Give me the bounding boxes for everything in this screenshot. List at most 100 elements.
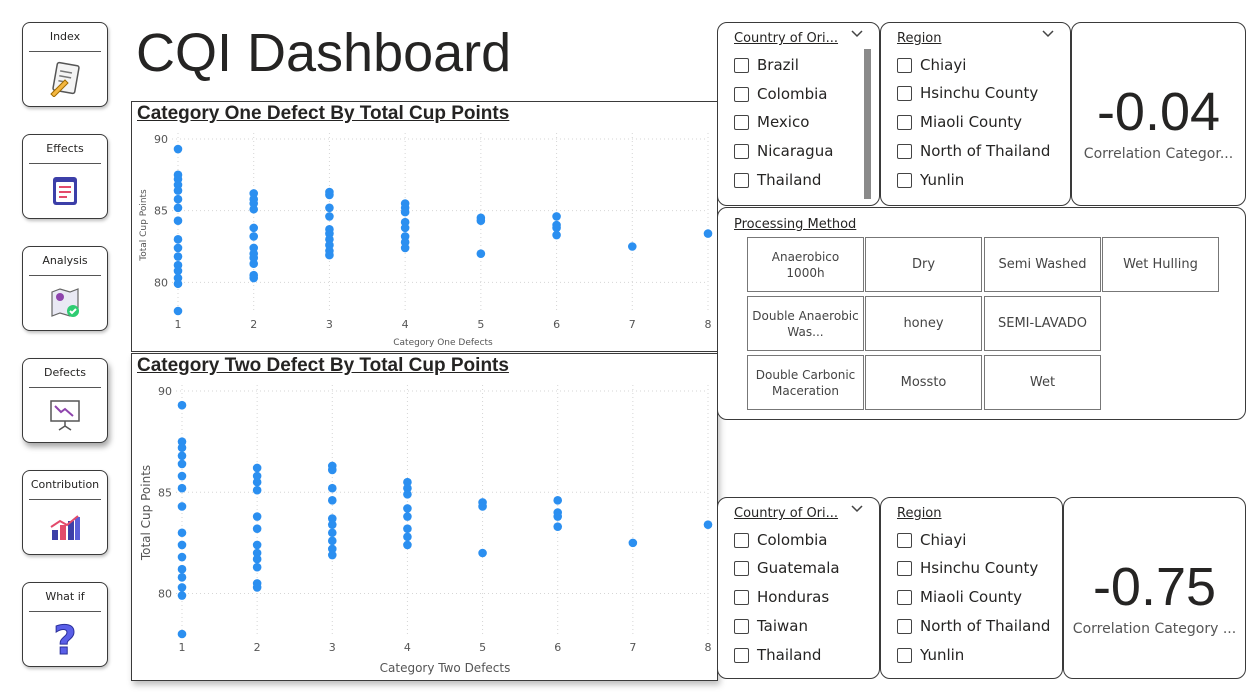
slicer-option[interactable]: Honduras: [734, 587, 829, 607]
option-label: North of Thailand: [920, 617, 1051, 635]
checkbox[interactable]: [897, 143, 912, 159]
scatter-point: [252, 485, 262, 495]
slicer-option[interactable]: Hsinchu County: [897, 558, 1038, 578]
card-value: -0.04: [1096, 82, 1221, 142]
checkbox[interactable]: [734, 647, 749, 663]
country-slicer-bottom[interactable]: Country of Ori... Colombia Guatemala Hon…: [717, 497, 880, 679]
option-label: Brazil: [757, 56, 799, 74]
scatter-point: [177, 573, 187, 582]
slicer-option[interactable]: Yunlin: [897, 645, 964, 665]
checkbox[interactable]: [734, 560, 749, 576]
scatter-point: [177, 400, 187, 410]
slicer-option[interactable]: Mexico: [734, 112, 809, 132]
checkbox[interactable]: [897, 560, 912, 576]
slicer-option[interactable]: Chiayi: [897, 530, 966, 550]
checkbox[interactable]: [734, 86, 749, 102]
nav-label: Defects: [29, 359, 101, 388]
chart-plot: 1 2 3 4 5 6 7 8 80 85 90 Category One Defects Total …: [139, 133, 713, 348]
checkbox[interactable]: [734, 532, 749, 548]
nav-button-defects[interactable]: Defects: [22, 358, 108, 443]
slicer-header: Processing Method: [734, 217, 857, 232]
y-tick-label: 85: [158, 486, 172, 499]
slicer-option[interactable]: North of Thailand: [897, 616, 1050, 636]
country-slicer-top[interactable]: Country of Ori... Brazil Colombia Mexico…: [717, 22, 880, 206]
processing-tile[interactable]: Double Carbonic Maceration: [747, 355, 864, 410]
slicer-option[interactable]: Nicaragua: [734, 141, 833, 161]
scatter-point: [325, 190, 334, 200]
checkbox[interactable]: [734, 143, 749, 159]
x-tick-label: 3: [326, 318, 333, 331]
slicer-option[interactable]: Colombia: [734, 84, 828, 104]
processing-tile[interactable]: Double Anaerobic Was...: [747, 296, 864, 351]
region-slicer-bottom[interactable]: Region Chiayi Hsinchu County Miaoli Coun…: [880, 497, 1063, 679]
x-tick-label: 1: [179, 641, 186, 654]
x-tick-label: 6: [553, 318, 560, 331]
chevron-down-icon[interactable]: [850, 27, 864, 43]
slicer-option[interactable]: Thailand: [734, 645, 821, 665]
processing-tile[interactable]: Dry: [865, 237, 982, 292]
nav-button-index[interactable]: Index: [22, 22, 108, 107]
slicer-option[interactable]: Hsinchu County: [897, 83, 1038, 103]
slicer-option[interactable]: Colombia: [734, 530, 828, 550]
slicer-option[interactable]: Thailand: [734, 170, 821, 190]
checkbox[interactable]: [734, 172, 749, 188]
checkbox[interactable]: [897, 589, 912, 605]
checkbox[interactable]: [897, 172, 912, 188]
nav-button-analysis[interactable]: Analysis: [22, 246, 108, 331]
processing-tile[interactable]: Wet: [984, 355, 1101, 410]
scatter-point: [177, 564, 187, 574]
y-axis-title: Total Cup Points: [139, 465, 153, 561]
nav-button-contribution[interactable]: Contribution: [22, 470, 108, 555]
processing-method-slicer[interactable]: Processing Method Anaerobico 1000h Dry S…: [717, 207, 1246, 420]
checkbox[interactable]: [897, 114, 912, 130]
chart-category-one[interactable]: Category One Defect By Total Cup Points …: [131, 101, 718, 352]
scatter-point: [327, 465, 337, 475]
slicer-option[interactable]: Yunlin: [897, 170, 964, 190]
slicer-option[interactable]: Brazil: [734, 55, 799, 75]
chevron-down-icon[interactable]: [850, 502, 864, 518]
slicer-option[interactable]: Miaoli County: [897, 587, 1022, 607]
x-tick-label: 4: [404, 641, 411, 654]
processing-tile[interactable]: Wet Hulling: [1102, 237, 1219, 292]
processing-tile[interactable]: SEMI-LAVADO: [984, 296, 1101, 351]
option-label: Honduras: [757, 588, 830, 606]
checkbox[interactable]: [897, 85, 912, 101]
slicer-option[interactable]: Taiwan: [734, 616, 808, 636]
region-slicer-top[interactable]: Region Chiayi Hsinchu County Miaoli Coun…: [880, 22, 1071, 206]
scatter-point: [327, 520, 337, 529]
checkbox[interactable]: [734, 618, 749, 634]
checkbox[interactable]: [734, 57, 749, 73]
processing-tile[interactable]: Semi Washed: [984, 237, 1101, 292]
y-tick-label: 85: [154, 205, 168, 218]
scatter-point: [553, 522, 563, 531]
checkbox[interactable]: [897, 647, 912, 663]
chevron-down-icon[interactable]: [1041, 27, 1055, 43]
chart-category-two[interactable]: Category Two Defect By Total Cup Points …: [131, 353, 718, 681]
scatter-point: [249, 273, 259, 283]
slicer-option[interactable]: Miaoli County: [897, 112, 1022, 132]
slicer-option[interactable]: Guatemala: [734, 558, 840, 578]
scatter-point: [553, 496, 563, 505]
scatter-point: [628, 538, 638, 548]
processing-tile[interactable]: Anaerobico 1000h: [747, 237, 864, 292]
processing-tile[interactable]: honey: [865, 296, 982, 351]
chart-plot: 1 2 3 4 5 6 7 8 80 85 90 Category Two Defects Total …: [139, 385, 713, 675]
scatter-point: [177, 629, 187, 639]
checkbox[interactable]: [897, 57, 912, 73]
slicer-option[interactable]: North of Thailand: [897, 141, 1050, 161]
checkbox[interactable]: [734, 589, 749, 605]
checkbox[interactable]: [897, 618, 912, 634]
nav-button-effects[interactable]: Effects: [22, 134, 108, 219]
checkbox[interactable]: [897, 532, 912, 548]
scrollbar[interactable]: [864, 49, 871, 199]
scatter-point: [252, 554, 262, 564]
checkbox[interactable]: [734, 114, 749, 130]
slicer-option[interactable]: Chiayi: [897, 55, 966, 75]
processing-tile[interactable]: Mossto: [865, 355, 982, 410]
scatter-point: [173, 144, 183, 154]
scatter-point: [325, 212, 334, 221]
scatter-point: [173, 252, 183, 261]
nav-button-what-if[interactable]: What if ?: [22, 582, 108, 667]
scatter-point: [703, 229, 713, 238]
scatter-point: [249, 259, 259, 268]
